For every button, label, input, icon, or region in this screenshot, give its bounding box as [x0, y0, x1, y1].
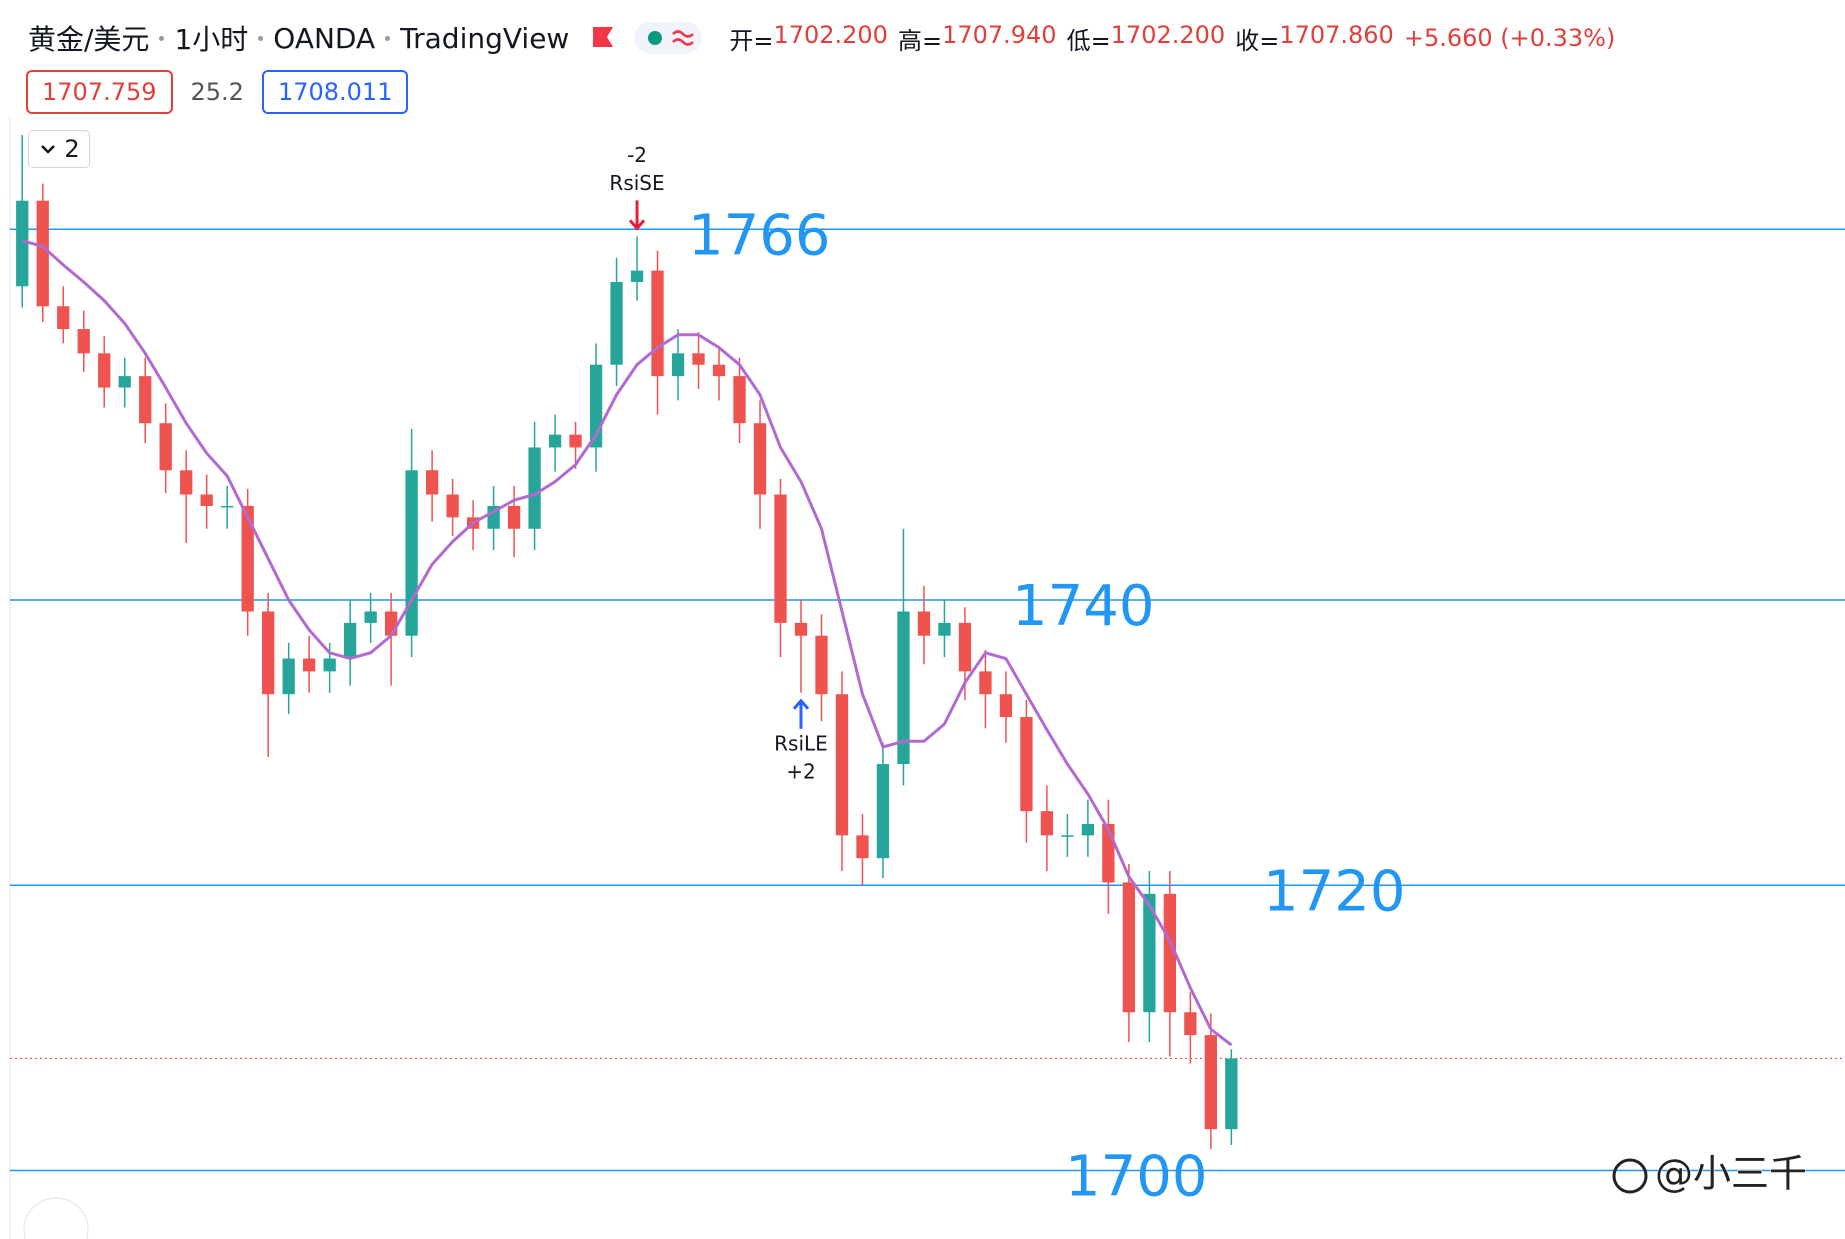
level-label: 1740 — [1012, 574, 1155, 639]
candle-body — [323, 658, 336, 672]
candle-body — [733, 376, 746, 424]
candle-body — [1184, 1012, 1197, 1036]
ohlc-label: 高= — [897, 26, 943, 55]
ohlc-label: 低= — [1066, 26, 1111, 55]
candle-body — [938, 622, 951, 636]
candle-body — [200, 494, 213, 506]
change: +5.660 (+0.33%) — [1403, 24, 1616, 52]
ohlc-label: 开= — [729, 26, 774, 55]
candle-body — [958, 622, 972, 672]
candle-body — [57, 306, 70, 330]
signal-name: RsiLE — [774, 731, 828, 755]
moving-average — [21, 239, 1233, 1047]
separator — [258, 35, 264, 41]
candle-body — [139, 376, 152, 424]
level-label: 1720 — [1263, 859, 1406, 924]
candle-body — [569, 434, 582, 448]
candle-body — [221, 505, 234, 508]
signal-arrow — [628, 200, 646, 231]
ohlc-value: 1707.860 — [1279, 20, 1394, 49]
indicator-toggle[interactable]: 2 — [28, 130, 90, 168]
candle-body — [405, 470, 418, 636]
candle-body — [36, 200, 49, 307]
candle-body — [303, 658, 316, 672]
candle-body — [1081, 823, 1095, 836]
candle-body — [794, 622, 808, 636]
candle-body — [610, 282, 623, 365]
status-pill[interactable] — [633, 20, 703, 56]
flag-icon[interactable] — [589, 23, 619, 53]
candle-body — [180, 470, 193, 495]
candle-body — [98, 353, 111, 388]
separator — [159, 35, 165, 41]
candle-body — [856, 835, 869, 859]
candle-body — [77, 329, 90, 354]
spread: 25.2 — [190, 78, 244, 106]
candle-body — [282, 658, 295, 695]
candle-body — [774, 494, 787, 623]
candle-body — [999, 694, 1013, 718]
watermark-logo — [1612, 1158, 1648, 1194]
candle-body — [425, 470, 439, 495]
candle-body — [507, 505, 521, 529]
signal-qty: +2 — [786, 759, 815, 783]
candle-body — [1225, 1058, 1238, 1130]
ohlc-label: 收= — [1235, 26, 1280, 55]
candle-body — [753, 423, 767, 495]
candle-body — [1040, 811, 1054, 836]
candle-body — [241, 505, 254, 612]
watermark: @小三千 — [1655, 1152, 1807, 1196]
candle-body — [692, 353, 705, 365]
candle-body — [16, 200, 29, 287]
candle-body — [1204, 1035, 1218, 1130]
candle-body — [262, 611, 275, 695]
platform: TradingView — [400, 21, 570, 55]
candle-body — [835, 694, 849, 836]
symbol[interactable]: 黄金/美元 — [28, 23, 150, 56]
candle-body — [384, 611, 398, 636]
candle-body — [712, 364, 726, 377]
separator — [385, 35, 391, 41]
candle-body — [630, 270, 644, 283]
candle-body — [671, 353, 685, 377]
candle-body — [897, 611, 910, 765]
candle-body — [548, 434, 562, 448]
candle-body — [1020, 717, 1033, 812]
candle-body — [1163, 893, 1177, 1013]
ohlc-value: 1707.940 — [942, 20, 1057, 49]
ohlc-value: 1702.200 — [773, 20, 888, 49]
level-label: 1700 — [1065, 1145, 1208, 1210]
candle-body — [979, 671, 992, 695]
candle-body — [364, 611, 377, 623]
header: 黄金/美元 1小时 OANDA TradingView 开= 1702.200 高=… — [28, 18, 1615, 58]
tv-logo — [23, 1197, 89, 1239]
interval[interactable]: 1小时 — [174, 23, 249, 56]
candle-body — [446, 494, 459, 518]
buy-button[interactable]: 1708.011 — [261, 70, 409, 114]
candle-body — [343, 622, 357, 659]
candle-body — [1143, 893, 1156, 1013]
candle-body — [815, 635, 828, 695]
signal-name: RsiSE — [609, 171, 664, 195]
candle-body — [1061, 835, 1074, 837]
signal-arrow — [792, 698, 810, 729]
indicator-count: 2 — [64, 135, 80, 163]
sell-button[interactable]: 1707.759 — [26, 70, 173, 114]
chevron — [41, 145, 56, 154]
candle-body — [118, 376, 131, 388]
candle-body — [876, 764, 890, 859]
ohlc-value: 1702.200 — [1110, 20, 1226, 49]
candle-body — [1122, 882, 1136, 1013]
signal-qty: -2 — [627, 143, 647, 167]
candle-body — [917, 611, 931, 636]
candle-body — [651, 270, 664, 377]
candle-body — [159, 423, 172, 471]
candle-body — [528, 447, 541, 529]
ohlc-values: 开= 1702.200 高= 1707.940 低= 1702.200 收= 1707.860 — [719, 21, 1394, 56]
level-label: 1766 — [688, 203, 831, 268]
broker: OANDA — [273, 21, 376, 55]
trade-buttons: 1707.759 25.2 1708.011 — [26, 70, 409, 114]
